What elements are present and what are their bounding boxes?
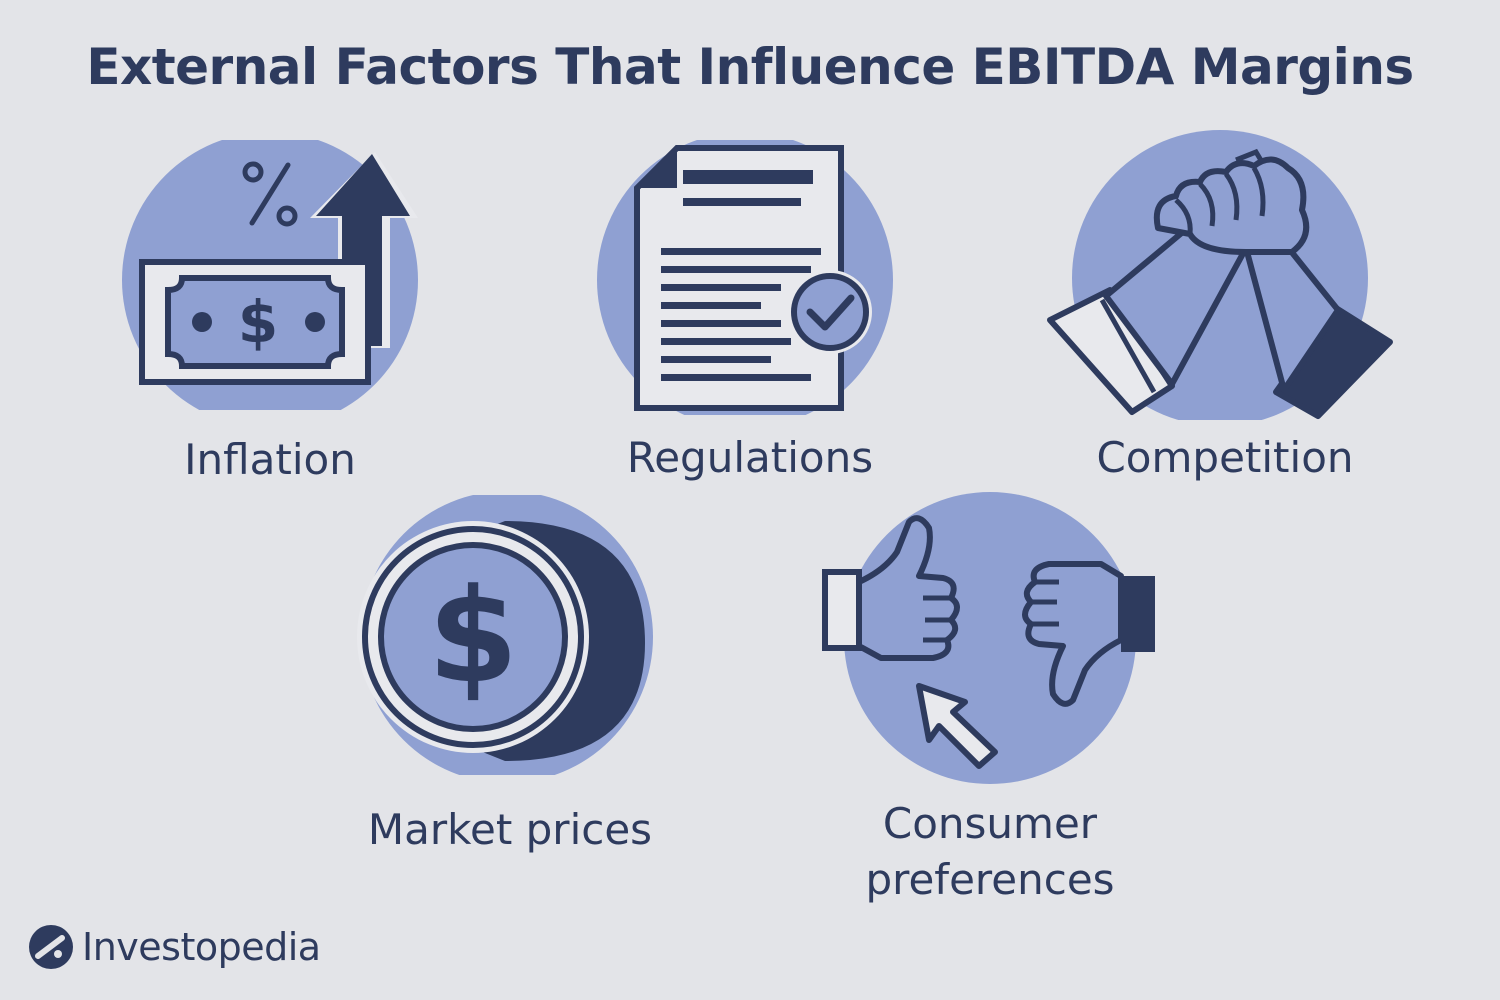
page-title: External Factors That Influence EBITDA M… [86, 38, 1414, 96]
factor-label-inflation: Inflation [184, 435, 356, 484]
coin-dollar-icon: $ [355, 495, 655, 775]
factor-label-competition: Competition [1096, 433, 1354, 482]
brand-name: Investopedia [82, 925, 321, 969]
svg-text:$: $ [428, 560, 518, 712]
arm-wrestling-icon [1040, 130, 1400, 420]
thumbs-cursor-icon [815, 490, 1165, 790]
brand-logo: Investopedia [28, 924, 321, 970]
factor-label-market-prices: Market prices [367, 805, 653, 854]
investopedia-logo-icon [29, 925, 73, 969]
money-arrow-up-icon: $ [120, 140, 430, 410]
factor-label-consumer-preferences: Consumer preferences [865, 799, 1115, 904]
factor-label-regulations: Regulations [626, 433, 874, 482]
document-check-icon [595, 140, 895, 415]
svg-text:$: $ [238, 288, 278, 356]
